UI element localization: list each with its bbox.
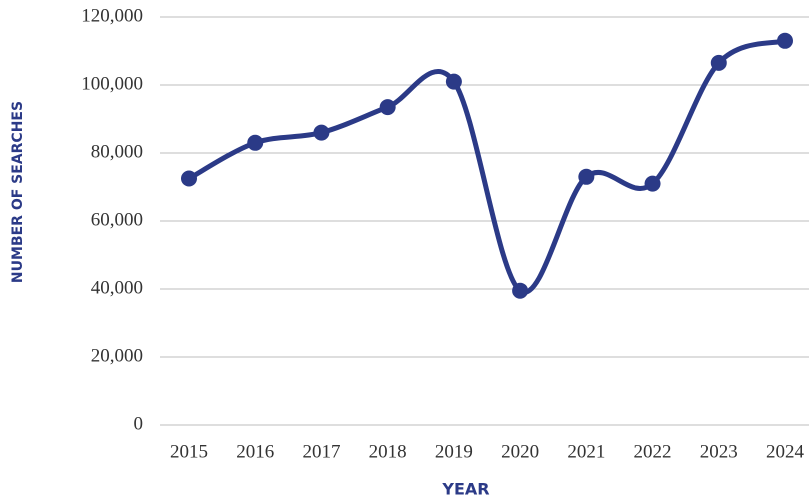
data-point: [777, 33, 793, 49]
x-tick-label: 2023: [700, 441, 738, 462]
y-tick-label: 0: [134, 413, 144, 434]
data-point: [711, 55, 727, 71]
data-point: [380, 99, 396, 115]
y-tick-label: 80,000: [91, 141, 143, 162]
x-tick-label: 2024: [766, 441, 805, 462]
data-point: [578, 169, 594, 185]
y-tick-label: 20,000: [91, 345, 143, 366]
x-tick-label: 2017: [302, 441, 340, 462]
data-point: [446, 74, 462, 90]
x-axis-title: YEAR: [441, 480, 489, 499]
chart: YEAR NUMBER OF SEARCHES 0 20,000 40,000 60,…: [0, 0, 809, 500]
data-point: [313, 125, 329, 141]
data-point: [247, 135, 263, 151]
data-point: [181, 171, 197, 187]
y-tick-label: 120,000: [81, 5, 143, 26]
data-point: [512, 283, 528, 299]
x-tick-label: 2018: [369, 441, 407, 462]
x-tick-label: 2022: [634, 441, 672, 462]
data-point: [645, 176, 661, 192]
x-tick-label: 2020: [501, 441, 539, 462]
x-tick-label: 2016: [236, 441, 274, 462]
series-line: [189, 41, 785, 292]
y-axis-title: NUMBER OF SEARCHES: [10, 101, 26, 283]
x-tick-label: 2021: [567, 441, 605, 462]
x-tick-label: 2019: [435, 441, 473, 462]
y-tick-label: 60,000: [91, 209, 143, 230]
y-tick-label: 40,000: [91, 277, 143, 298]
x-tick-label: 2015: [170, 441, 208, 462]
y-tick-label: 100,000: [81, 73, 143, 94]
